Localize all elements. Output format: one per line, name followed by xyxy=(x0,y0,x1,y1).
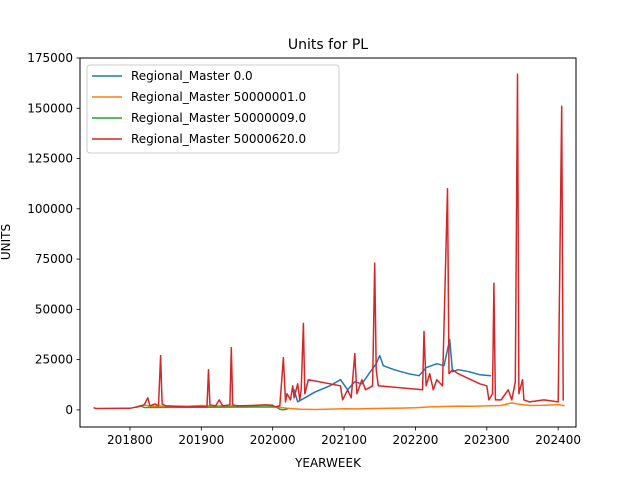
y-tick-label: 125000 xyxy=(27,152,73,166)
y-tick-label: 175000 xyxy=(27,51,73,65)
y-tick-label: 100000 xyxy=(27,202,73,216)
x-tick-label: 201900 xyxy=(178,433,224,447)
x-tick-label: 202300 xyxy=(464,433,510,447)
series-layer xyxy=(93,73,565,411)
legend-frame xyxy=(86,64,340,154)
y-axis: 0 25000 50000 75000 100000 125000 150000 175000 xyxy=(27,51,80,417)
x-tick-label: 202200 xyxy=(393,433,439,447)
y-tick-label: 150000 xyxy=(27,101,73,115)
plot-area-frame xyxy=(79,57,577,428)
series-line-0 xyxy=(293,338,492,403)
x-tick-label: 202000 xyxy=(250,433,296,447)
series-line-1 xyxy=(136,402,565,411)
legend: Regional_Master 0.0 Regional_Master 50000… xyxy=(86,64,340,154)
y-axis-label: UNITS xyxy=(0,224,13,260)
y-tick-label: 75000 xyxy=(35,252,73,266)
x-axis-label: YEARWEEK xyxy=(294,456,362,470)
series-line-3 xyxy=(93,73,564,410)
x-tick-label: 202100 xyxy=(321,433,367,447)
legend-label-1: Regional_Master 50000001.0 xyxy=(131,90,306,104)
x-tick-label: 202400 xyxy=(535,433,581,447)
y-tick-label: 25000 xyxy=(35,353,73,367)
legend-label-2: Regional_Master 50000009.0 xyxy=(131,111,306,125)
legend-label-0: Regional_Master 0.0 xyxy=(131,69,253,83)
chart-title: Units for PL xyxy=(288,37,368,53)
x-axis: 201800 201900 202000 202100 202200 202300 2024… xyxy=(107,427,581,447)
y-tick-label: 50000 xyxy=(35,302,73,316)
x-tick-label: 201800 xyxy=(107,433,153,447)
legend-label-3: Regional_Master 50000620.0 xyxy=(131,132,306,146)
y-tick-label: 0 xyxy=(65,403,73,417)
